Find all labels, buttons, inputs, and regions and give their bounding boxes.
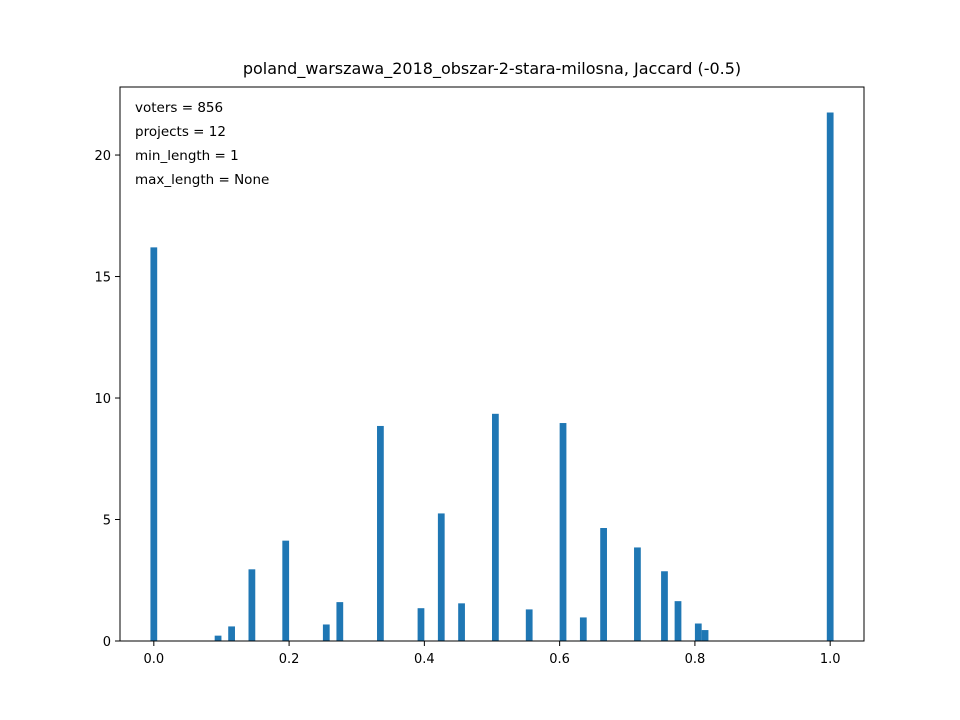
bar-13 bbox=[559, 423, 567, 641]
chart-title: poland_warszawa_2018_obszar-2-stara-milo… bbox=[243, 59, 741, 79]
y-tick-label: 10 bbox=[94, 392, 111, 407]
y-tick-label: 0 bbox=[103, 635, 111, 650]
x-tick-label: 0.6 bbox=[549, 652, 570, 667]
y-tick-label: 20 bbox=[94, 149, 111, 164]
bar-4 bbox=[282, 540, 290, 641]
bar-6 bbox=[336, 602, 344, 641]
y-tick-label: 5 bbox=[103, 514, 111, 529]
annotation-voters: voters = 856 bbox=[135, 100, 223, 116]
y-tick-label: 15 bbox=[94, 271, 111, 286]
x-tick-label: 0.4 bbox=[414, 652, 435, 667]
bar-8 bbox=[417, 608, 425, 641]
x-tick-label: 0.2 bbox=[279, 652, 300, 667]
bar-0 bbox=[150, 247, 158, 641]
bar-20 bbox=[701, 630, 709, 641]
bar-21 bbox=[826, 112, 834, 641]
plot-frame bbox=[119, 86, 865, 642]
y-axis-ticks: 0 5 10 15 20 bbox=[94, 149, 120, 650]
annotation-min-length: min_length = 1 bbox=[135, 148, 239, 164]
x-tick-label: 0.8 bbox=[685, 652, 706, 667]
bar-12 bbox=[525, 609, 533, 641]
bar-7 bbox=[377, 425, 384, 641]
annotation-max-length: max_length = None bbox=[135, 172, 269, 188]
annotation-projects: projects = 12 bbox=[135, 124, 226, 140]
bar-1 bbox=[214, 635, 222, 641]
bar-11 bbox=[492, 413, 499, 641]
x-tick-label: 1.0 bbox=[820, 652, 841, 667]
bars-group bbox=[150, 112, 834, 641]
bar-9 bbox=[437, 513, 445, 641]
x-tick-label: 0.0 bbox=[143, 652, 164, 667]
bar-3 bbox=[248, 569, 256, 641]
bar-5 bbox=[322, 624, 330, 641]
bar-18 bbox=[674, 601, 682, 641]
bar-2 bbox=[228, 626, 235, 641]
x-axis-ticks: 0.0 0.2 0.4 0.6 0.8 1.0 bbox=[143, 641, 841, 667]
bar-16 bbox=[634, 547, 641, 641]
bar-17 bbox=[661, 571, 668, 641]
bar-15 bbox=[600, 528, 607, 641]
bar-10 bbox=[458, 603, 465, 641]
bar-19 bbox=[694, 623, 702, 641]
bar-14 bbox=[579, 617, 587, 641]
stats-annotation: voters = 856 projects = 12 min_length = … bbox=[135, 100, 269, 188]
